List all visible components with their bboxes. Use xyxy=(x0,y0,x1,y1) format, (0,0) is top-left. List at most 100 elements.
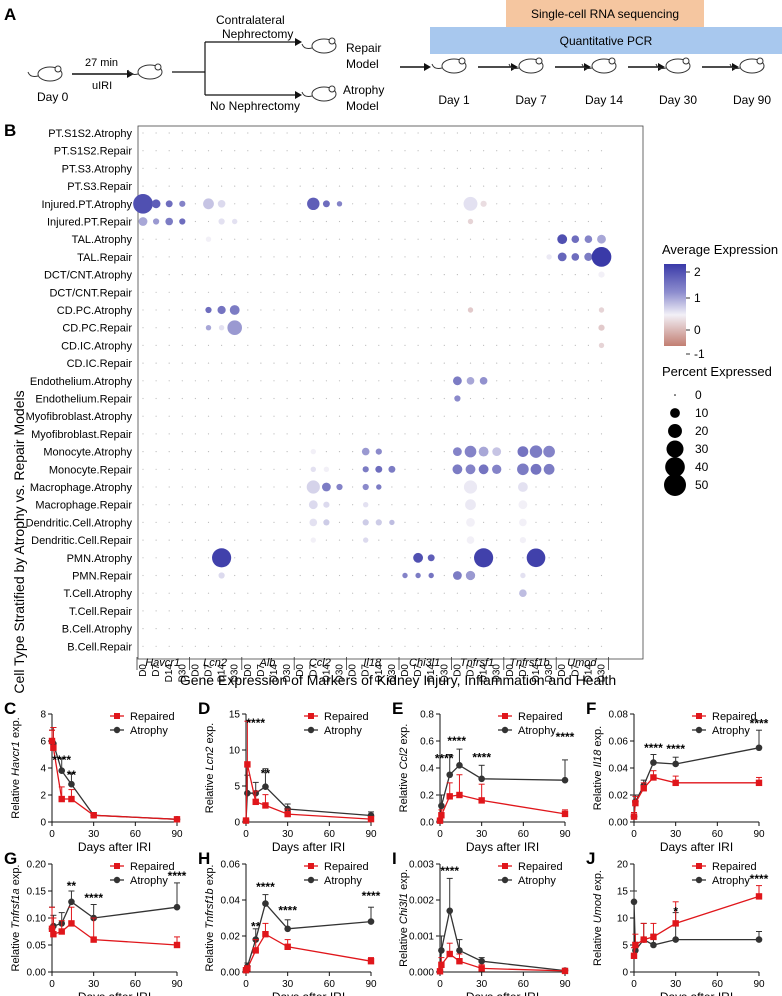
grid-dot xyxy=(443,150,445,152)
grid-dot xyxy=(469,150,472,152)
grid-dot xyxy=(430,539,432,541)
grid-dot xyxy=(234,150,236,152)
grid-dot xyxy=(260,344,262,346)
grid-dot xyxy=(312,557,314,559)
grid-dot xyxy=(600,433,603,435)
grid-dot xyxy=(299,486,301,488)
column-day-label: D0 xyxy=(138,664,149,677)
grid-dot xyxy=(587,344,590,346)
grid-dot xyxy=(338,327,341,329)
expression-dot xyxy=(428,572,434,579)
day0-label: Day 0 xyxy=(37,90,69,104)
grid-dot xyxy=(496,203,498,205)
row-label: CD.IC.Atrophy xyxy=(61,340,132,352)
grid-dot xyxy=(548,628,550,630)
grid-dot xyxy=(587,628,590,630)
column-day-label: D7 xyxy=(361,664,372,677)
grid-dot xyxy=(378,557,380,559)
grid-dot xyxy=(404,362,406,364)
grid-dot xyxy=(378,220,380,223)
grid-dot xyxy=(378,628,380,630)
grid-dot xyxy=(404,433,406,435)
mouse-icon xyxy=(127,63,163,80)
grid-dot xyxy=(234,468,236,470)
column-day-label: D7 xyxy=(151,664,162,677)
grid-dot xyxy=(535,256,537,258)
percent-legend-dot xyxy=(674,394,676,396)
expression-dot xyxy=(453,571,462,580)
expression-dot xyxy=(474,548,494,568)
y-tick-label: 0.00 xyxy=(27,968,47,979)
expression-dot xyxy=(467,218,474,225)
grid-dot xyxy=(430,150,432,152)
grid-dot xyxy=(456,203,458,205)
row-label: CD.PC.Atrophy xyxy=(57,305,133,317)
panel-label: I xyxy=(392,849,397,868)
grid-dot xyxy=(469,610,472,612)
grid-dot xyxy=(142,167,144,169)
grid-dot xyxy=(234,362,236,364)
grid-dot xyxy=(378,203,380,205)
x-tick-label: 90 xyxy=(559,979,571,990)
grid-dot xyxy=(365,309,367,311)
grid-dot xyxy=(391,167,393,169)
grid-dot xyxy=(247,574,249,577)
expression-dot xyxy=(492,464,502,474)
grid-dot xyxy=(522,344,524,346)
grid-dot xyxy=(194,203,196,205)
grid-dot xyxy=(483,486,485,488)
grid-dot xyxy=(391,397,393,400)
y-tick-label: 2 xyxy=(40,791,46,802)
grid-dot xyxy=(234,521,236,524)
y-tick-label: 0.10 xyxy=(27,914,47,925)
row-label: Endothelium.Repair xyxy=(35,394,132,406)
grid-dot xyxy=(352,220,354,223)
grid-dot xyxy=(207,628,210,630)
grid-dot xyxy=(561,433,563,435)
y-axis-label-gene: Umod xyxy=(592,893,604,923)
row-label: TAL.Repair xyxy=(77,252,132,264)
grid-dot xyxy=(352,238,354,240)
repaired-point xyxy=(173,941,181,949)
mouse-tail xyxy=(655,63,667,69)
panel-b: B Cell Type Stratified by Atrophy vs. Re… xyxy=(4,121,778,694)
grid-dot xyxy=(600,397,603,400)
legend-atrophy-label: Atrophy xyxy=(518,725,556,737)
y-tick-label: 15 xyxy=(229,710,241,721)
grid-dot xyxy=(443,291,445,293)
grid-dot xyxy=(194,167,196,169)
y-tick-label: 0.06 xyxy=(221,860,241,871)
grid-dot xyxy=(247,380,249,382)
grid-dot xyxy=(142,397,144,400)
grid-dot xyxy=(155,415,157,417)
grid-dot xyxy=(522,397,524,400)
significance-marker: **** xyxy=(435,752,454,766)
repaired-point xyxy=(755,779,763,787)
grid-dot xyxy=(456,415,458,417)
grid-dot xyxy=(496,344,498,346)
grid-dot xyxy=(535,327,537,329)
grid-dot xyxy=(548,433,550,435)
expression-dot xyxy=(362,519,369,526)
gene-label: Chi3l1 xyxy=(409,657,440,669)
grid-dot xyxy=(142,415,144,417)
grid-dot xyxy=(299,220,301,223)
grid-dot xyxy=(548,645,550,647)
row-label: PMN.Atrophy xyxy=(67,553,133,565)
y-tick-label: 0.04 xyxy=(609,764,629,775)
grid-dot xyxy=(509,486,511,488)
grid-dot xyxy=(352,256,354,258)
significance-marker: **** xyxy=(278,903,297,917)
grid-dot xyxy=(247,291,249,293)
grid-dot xyxy=(561,362,563,364)
expression-dot xyxy=(463,196,478,211)
grid-dot xyxy=(260,380,262,382)
grid-dot xyxy=(338,645,341,647)
grid-dot xyxy=(312,238,314,240)
grid-dot xyxy=(286,344,288,346)
mouse-ear xyxy=(608,57,616,65)
grid-dot xyxy=(469,645,472,647)
x-tick-label: 30 xyxy=(476,979,488,990)
atrophy-point xyxy=(672,760,679,768)
atrophy-point xyxy=(284,925,291,933)
